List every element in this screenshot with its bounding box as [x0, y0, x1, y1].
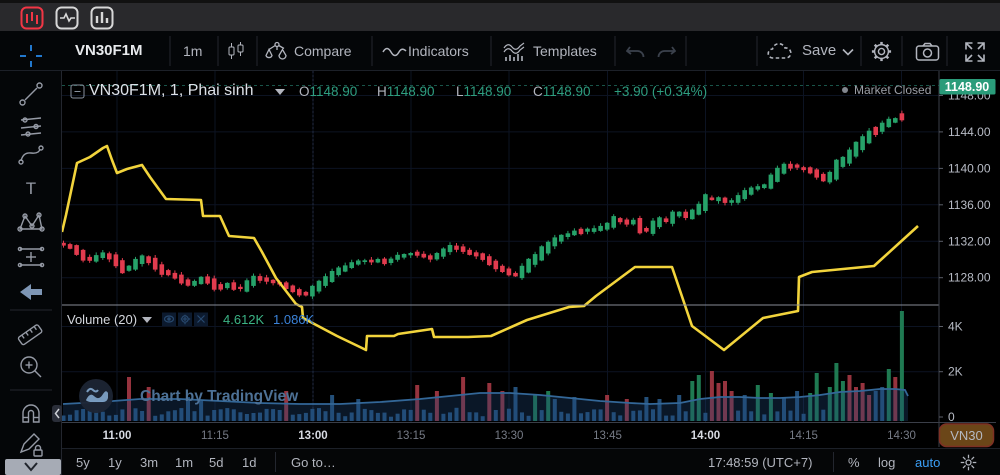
svg-text:0: 0 [948, 410, 955, 424]
svg-text:VN30: VN30 [950, 428, 983, 443]
svg-text:Chart by TradingView: Chart by TradingView [140, 388, 299, 405]
svg-text:Market Closed: Market Closed [854, 83, 931, 97]
svg-text:2K: 2K [948, 365, 963, 379]
svg-text:13:00: 13:00 [298, 430, 327, 442]
svg-text:1148.90: 1148.90 [945, 80, 990, 94]
svg-text:1128.00: 1128.00 [948, 271, 991, 285]
svg-text:4K: 4K [948, 320, 963, 334]
svg-text:13:45: 13:45 [593, 430, 622, 442]
svg-text:1144.00: 1144.00 [948, 125, 991, 139]
svg-text:1136.00: 1136.00 [948, 198, 991, 212]
svg-text:13:30: 13:30 [495, 430, 524, 442]
svg-text:11:00: 11:00 [103, 430, 132, 442]
svg-text:T: T [26, 179, 36, 198]
svg-text:1140.00: 1140.00 [948, 161, 991, 175]
svg-text:14:15: 14:15 [789, 430, 818, 442]
svg-text:14:00: 14:00 [691, 430, 720, 442]
svg-text:11:15: 11:15 [201, 430, 229, 442]
svg-text:14:30: 14:30 [887, 430, 916, 442]
svg-text:13:15: 13:15 [397, 430, 426, 442]
svg-text:1132.00: 1132.00 [948, 234, 991, 248]
